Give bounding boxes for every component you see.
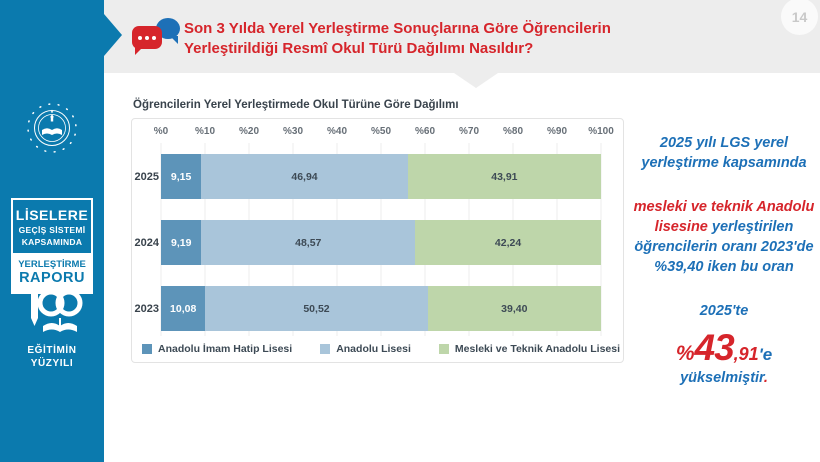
axis-tick-label: %70	[458, 126, 480, 137]
bar-segment: 10,08	[161, 286, 206, 331]
legend-swatch	[141, 344, 152, 354]
annotation-closing: yükselmiştir.	[680, 370, 768, 386]
legend-label: Anadolu İmam Hatip Lisesi	[157, 343, 293, 355]
annotation-highlight-red: mesleki ve teknik Anadolu lisesine	[633, 199, 815, 235]
big-suffix: 'e	[758, 345, 773, 364]
axis-tick-label: %60	[414, 126, 436, 137]
legend-item: Anadolu İmam Hatip Lisesi	[141, 343, 293, 355]
legend-item: Anadolu Lisesi	[320, 343, 411, 355]
centenary-line2: YÜZYILI	[30, 357, 74, 369]
axis-tick-label: %80	[502, 126, 524, 137]
bar-row-2024: 2024 9,19 48,57 42,24	[132, 220, 623, 265]
chart-title: Öğrencilerin Yerel Yerleştirmede Okul Tü…	[133, 99, 459, 111]
sidebar-title-line3: KAPSAMINDA	[21, 237, 83, 247]
page-number-badge: 14	[781, 0, 818, 35]
bar-segment: 46,94	[201, 154, 408, 199]
axis-tick-label: %0	[153, 126, 169, 137]
grid-line	[600, 143, 602, 336]
sidebar-title-line1: LİSELERE	[15, 207, 89, 223]
slide-title-line2: Yerleştirildiği Resmî Okul Türü Dağılımı…	[184, 39, 534, 57]
axis-tick-label: %100	[588, 126, 614, 137]
bar-track: 9,19 48,57 42,24	[161, 220, 601, 265]
bar-track: 9,15 46,94 43,91	[161, 154, 601, 199]
bar-segment: 9,15	[161, 154, 202, 199]
centenary-100-icon	[31, 289, 83, 332]
legend-label: Anadolu Lisesi	[336, 343, 411, 355]
sidebar-title-line2: GEÇİŞ SİSTEMİ	[18, 225, 86, 235]
page-number: 14	[791, 8, 808, 25]
bar-row-2025: 2025 9,15 46,94 43,91	[132, 154, 623, 199]
year-label: 2023	[134, 302, 159, 315]
bar-row-2023: 2023 10,08 50,52 39,40	[132, 286, 623, 331]
legend-swatch	[438, 344, 449, 354]
bar-segment: 48,57	[201, 220, 416, 265]
sidebar-report-line1: YERLEŞTİRME	[18, 259, 86, 270]
bar-segment: 42,24	[415, 220, 601, 265]
axis-tick-label: %40	[326, 126, 348, 137]
big-number: 43	[694, 327, 735, 368]
percent-sign: %	[675, 342, 695, 365]
ministry-emblem-icon	[27, 103, 77, 153]
annotation-body: mesleki ve teknik Anadolu lisesine yerle…	[628, 197, 820, 277]
stacked-bar-chart: %0 %10 %20 %30 %40 %50 %60 %70 %80 %90 %100 2025 9,…	[131, 118, 624, 363]
bar-segment: 39,40	[427, 286, 601, 331]
axis-tick-label: %20	[238, 126, 260, 137]
annotation-year: 2025'te	[699, 303, 749, 319]
axis-tick-label: %10	[194, 126, 216, 137]
sidebar: LİSELERE GEÇİŞ SİSTEMİ KAPSAMINDA YERLEŞ…	[0, 0, 104, 462]
axis-tick-label: %90	[546, 126, 568, 137]
legend-item: Mesleki ve Teknik Anadolu Lisesi	[438, 343, 621, 355]
big-decimal: ,91	[733, 344, 759, 364]
centenary-line1: EĞİTİMİN	[27, 345, 77, 356]
bar-segment: 43,91	[407, 154, 601, 199]
header-band: Son 3 Yılda Yerel Yerleştirme Sonuçların…	[104, 0, 820, 88]
legend-swatch	[320, 344, 331, 354]
annotation-intro: 2025 yılı LGS yerel yerleştirme kapsamın…	[641, 135, 807, 171]
year-label: 2024	[134, 236, 159, 249]
slide-title: Son 3 Yılda Yerel Yerleştirme Sonuçların…	[184, 19, 611, 58]
slide-title-line1: Son 3 Yılda Yerel Yerleştirme Sonuçların…	[184, 20, 611, 37]
axis-tick-label: %50	[370, 126, 392, 137]
bar-track: 10,08 50,52 39,40	[161, 286, 601, 331]
speech-bubbles-icon	[132, 18, 182, 60]
sidebar-report-line2: RAPORU	[19, 270, 85, 286]
centenary-logo: EĞİTİMİN YÜZYILI	[7, 288, 97, 370]
annotation-panel: 2025 yılı LGS yerel yerleştirme kapsamın…	[628, 133, 820, 388]
x-axis: %0 %10 %20 %30 %40 %50 %60 %70 %80 %90 %100	[154, 126, 614, 140]
annotation-body-blue: yerleştirilen öğrencilerin oranı 2023'de…	[634, 219, 814, 275]
chart-legend: Anadolu İmam Hatip Lisesi Anadolu Lisesi M…	[141, 343, 620, 355]
header-notch	[454, 73, 498, 88]
legend-label: Mesleki ve Teknik Anadolu Lisesi	[454, 343, 621, 355]
chevron-right-icon	[104, 14, 122, 56]
axis-tick-label: %30	[282, 126, 304, 137]
bar-segment: 9,19	[161, 220, 202, 265]
annotation-big-value: %43,91'e	[628, 329, 820, 366]
bar-segment: 50,52	[205, 286, 428, 331]
report-title-block: LİSELERE GEÇİŞ SİSTEMİ KAPSAMINDA YERLEŞ…	[11, 198, 93, 294]
year-label: 2025	[134, 170, 159, 183]
